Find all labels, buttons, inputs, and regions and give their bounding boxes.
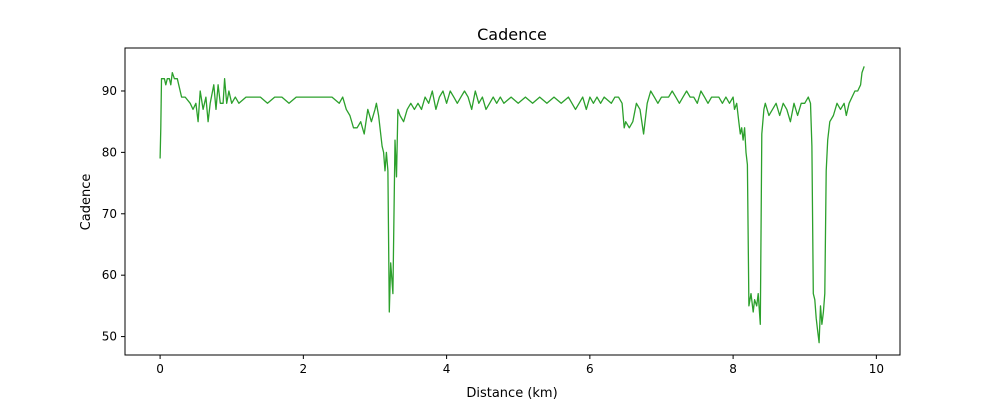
plot-area <box>124 47 901 356</box>
chart-title: Cadence <box>477 25 547 44</box>
x-tick-label: 2 <box>300 362 308 376</box>
y-axis: 50 60 70 80 90 <box>102 84 125 344</box>
plot-frame <box>124 47 901 356</box>
y-tick-label: 50 <box>102 330 117 344</box>
x-axis: 0 2 4 6 8 10 <box>156 355 884 376</box>
y-tick-label: 90 <box>102 84 117 98</box>
x-tick-label: 6 <box>586 362 594 376</box>
y-tick-label: 70 <box>102 207 117 221</box>
y-tick-label: 80 <box>102 145 117 159</box>
y-tick-label: 60 <box>102 268 117 282</box>
x-tick-label: 4 <box>443 362 451 376</box>
cadence-series-line <box>159 66 865 344</box>
x-tick-label: 8 <box>729 362 737 376</box>
x-tick-label: 10 <box>869 362 884 376</box>
x-axis-label: Distance (km) <box>466 386 557 400</box>
y-axis-label: Cadence <box>79 174 94 231</box>
x-tick-label: 0 <box>156 362 164 376</box>
